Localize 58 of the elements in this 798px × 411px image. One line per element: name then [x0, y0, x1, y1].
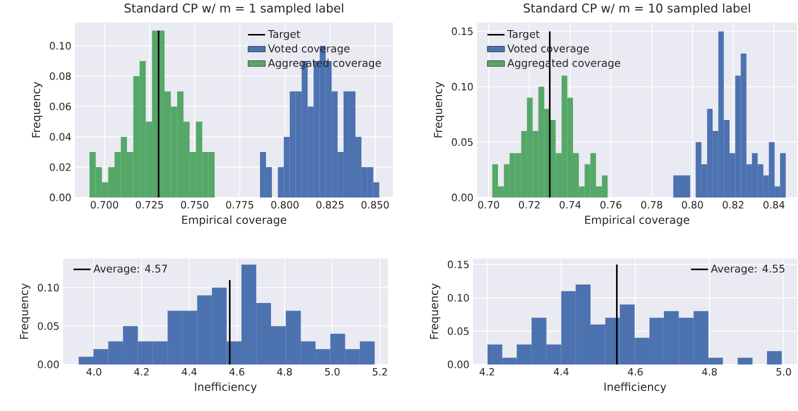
chart-title: Standard CP w/ m = 1 sampled label	[124, 3, 344, 15]
y-axis-title: Frequency	[434, 82, 444, 138]
x-tick-label: 0.800	[271, 200, 299, 208]
x-tick-label: 0.80	[682, 200, 703, 208]
y-axis-title: Frequency	[20, 283, 30, 339]
x-axis-title: Inefficiency	[195, 382, 257, 393]
y-tick-label: 0.10	[448, 294, 469, 302]
y-tick-label: 0.00	[50, 193, 71, 202]
x-tick-label: 4.6	[628, 368, 643, 376]
y-axis-title: Frequency	[430, 283, 440, 339]
x-tick-label: 0.76	[600, 200, 622, 208]
x-tick-label: 0.825	[316, 200, 344, 208]
x-tick-label: 0.725	[136, 200, 163, 208]
y-tick-label: 0.05	[38, 322, 59, 330]
x-tick-label: 4.6	[229, 368, 244, 376]
x-tick-label: 4.2	[134, 368, 149, 376]
x-tick-label: 5.2	[372, 368, 387, 376]
legend-label: Target	[268, 30, 300, 40]
y-tick-label: 0.10	[452, 82, 473, 90]
x-tick-label: 0.82	[722, 200, 744, 208]
x-tick-label: 5.0	[325, 368, 340, 376]
x-tick-label: 0.850	[361, 200, 389, 208]
x-tick-label: 0.74	[560, 200, 581, 208]
x-axis-title: Empirical coverage	[585, 215, 690, 226]
x-tick-label: 5.0	[776, 368, 791, 376]
x-tick-label: 4.8	[702, 368, 717, 376]
x-tick-label: 0.70	[478, 200, 500, 208]
y-tick-label: 0.00	[452, 193, 473, 202]
y-tick-label: 0.10	[50, 42, 71, 50]
y-tick-label: 0.06	[50, 102, 71, 110]
legend-label: Average: 4.55	[710, 264, 784, 274]
x-axis-title: Inefficiency	[604, 382, 666, 393]
y-tick-label: 0.00	[38, 360, 59, 368]
y-tick-label: 0.10	[38, 284, 59, 292]
y-tick-label: 0.05	[452, 138, 473, 146]
x-tick-label: 0.700	[90, 200, 118, 208]
y-tick-label: 0.05	[448, 327, 469, 335]
x-tick-label: 0.750	[181, 200, 208, 208]
x-tick-label: 4.2	[480, 368, 494, 376]
x-tick-label: 0.775	[226, 200, 254, 208]
y-axis-title: Frequency	[32, 82, 42, 138]
x-tick-label: 0.78	[641, 200, 662, 208]
chart-title: Standard CP w/ m = 10 sampled label	[524, 3, 750, 15]
y-tick-label: 0.02	[50, 163, 70, 171]
legend-label: Target	[507, 30, 540, 40]
x-tick-label: 4.0	[86, 368, 102, 376]
legend-label: Average: 4.57	[93, 264, 167, 274]
x-tick-label: 4.8	[277, 368, 292, 376]
y-tick-label: 0.04	[50, 132, 71, 140]
x-tick-label: 0.72	[518, 200, 540, 208]
y-tick-label: 0.15	[448, 260, 469, 268]
x-axis-title: Empirical coverage	[182, 215, 286, 226]
x-tick-label: 4.4	[182, 368, 197, 376]
y-tick-label: 0.15	[452, 27, 473, 35]
x-tick-label: 0.84	[763, 200, 785, 208]
x-tick-label: 4.4	[554, 368, 569, 376]
y-tick-label: 0.08	[50, 72, 71, 80]
y-tick-label: 0.00	[448, 360, 469, 368]
